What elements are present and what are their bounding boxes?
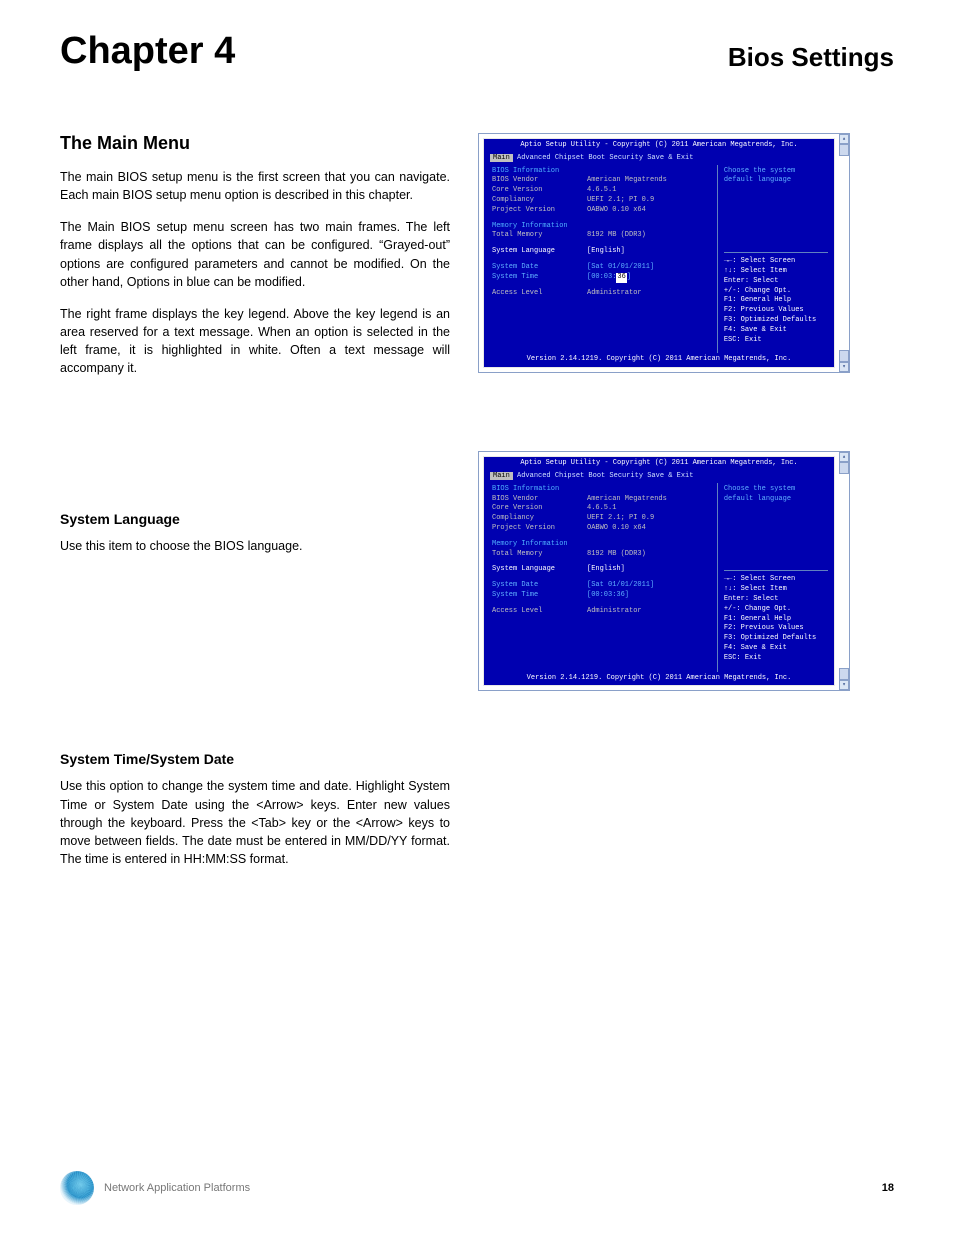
scrollbar-up-icon: ▴: [839, 134, 849, 144]
page-number: 18: [882, 1182, 894, 1194]
paragraph: The Main BIOS setup menu screen has two …: [60, 218, 450, 291]
section-heading-system-language: System Language: [60, 511, 450, 527]
bios-left-pane: BIOS InformationBIOS VendorAmerican Mega…: [484, 483, 717, 672]
bios-right-pane: Choose the systemdefault language→←: Sel…: [717, 483, 834, 672]
section-heading-system-time-date: System Time/System Date: [60, 751, 450, 767]
scrollbar-thumb: [839, 462, 849, 474]
paragraph: Use this item to choose the BIOS languag…: [60, 537, 450, 555]
bios-titlebar: Aptio Setup Utility - Copyright (C) 2011…: [484, 139, 834, 153]
scrollbar-down-icon: ▾: [839, 680, 849, 690]
scrollbar-thumb: [839, 144, 849, 156]
chapter-number: Chapter 4: [60, 30, 235, 73]
bios-footer: Version 2.14.1219. Copyright (C) 2011 Am…: [484, 672, 834, 686]
paragraph: The main BIOS setup menu is the first sc…: [60, 168, 450, 204]
bios-titlebar: Aptio Setup Utility - Copyright (C) 2011…: [484, 457, 834, 471]
bios-left-pane: BIOS InformationBIOS VendorAmerican Mega…: [484, 165, 717, 354]
bios-tab-row: Main Advanced Chipset Boot Security Save…: [484, 471, 834, 483]
scrollbar-down-icon: ▾: [839, 362, 849, 372]
brand-logo-icon: [60, 1171, 94, 1205]
scrollbar-up-icon: ▴: [839, 452, 849, 462]
bios-footer: Version 2.14.1219. Copyright (C) 2011 Am…: [484, 353, 834, 367]
page-title: Bios Settings: [728, 42, 894, 73]
scrollbar-thumb: [839, 350, 849, 362]
bios-tab-row: Main Advanced Chipset Boot Security Save…: [484, 153, 834, 165]
paragraph: Use this option to change the system tim…: [60, 777, 450, 868]
bios-right-pane: Choose the systemdefault language→←: Sel…: [717, 165, 834, 354]
paragraph: The right frame displays the key legend.…: [60, 305, 450, 378]
bios-screenshot-language: ▴ ▾ Aptio Setup Utility - Copyright (C) 20…: [478, 451, 850, 691]
page-footer: Network Application Platforms 18: [60, 1171, 894, 1205]
section-heading-main-menu: The Main Menu: [60, 133, 450, 154]
bios-screenshot-main: ▴ ▾ Aptio Setup Utility - Copyright (C) 20…: [478, 133, 850, 373]
scrollbar-thumb: [839, 668, 849, 680]
footer-text: Network Application Platforms: [104, 1182, 250, 1194]
